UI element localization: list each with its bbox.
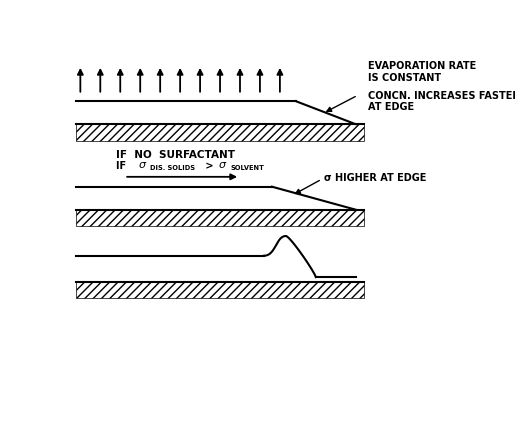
Text: AT EDGE: AT EDGE <box>368 102 414 112</box>
Bar <box>76 282 364 299</box>
Text: SOLVENT: SOLVENT <box>230 164 264 170</box>
Text: CONCN. INCREASES FASTER: CONCN. INCREASES FASTER <box>368 90 515 101</box>
Text: >: > <box>202 161 217 171</box>
Text: EVAPORATION RATE: EVAPORATION RATE <box>368 61 476 71</box>
Bar <box>76 210 364 227</box>
Text: IF  NO  SURFACTANT: IF NO SURFACTANT <box>116 150 235 159</box>
Text: $\sigma$: $\sigma$ <box>218 159 227 169</box>
Text: IF: IF <box>116 161 133 171</box>
Text: IS CONSTANT: IS CONSTANT <box>368 72 441 82</box>
Text: σ HIGHER AT EDGE: σ HIGHER AT EDGE <box>324 173 426 182</box>
Text: $\sigma$: $\sigma$ <box>138 159 147 169</box>
Text: DIS. SOLIDS: DIS. SOLIDS <box>150 164 195 170</box>
Bar <box>76 125 364 141</box>
